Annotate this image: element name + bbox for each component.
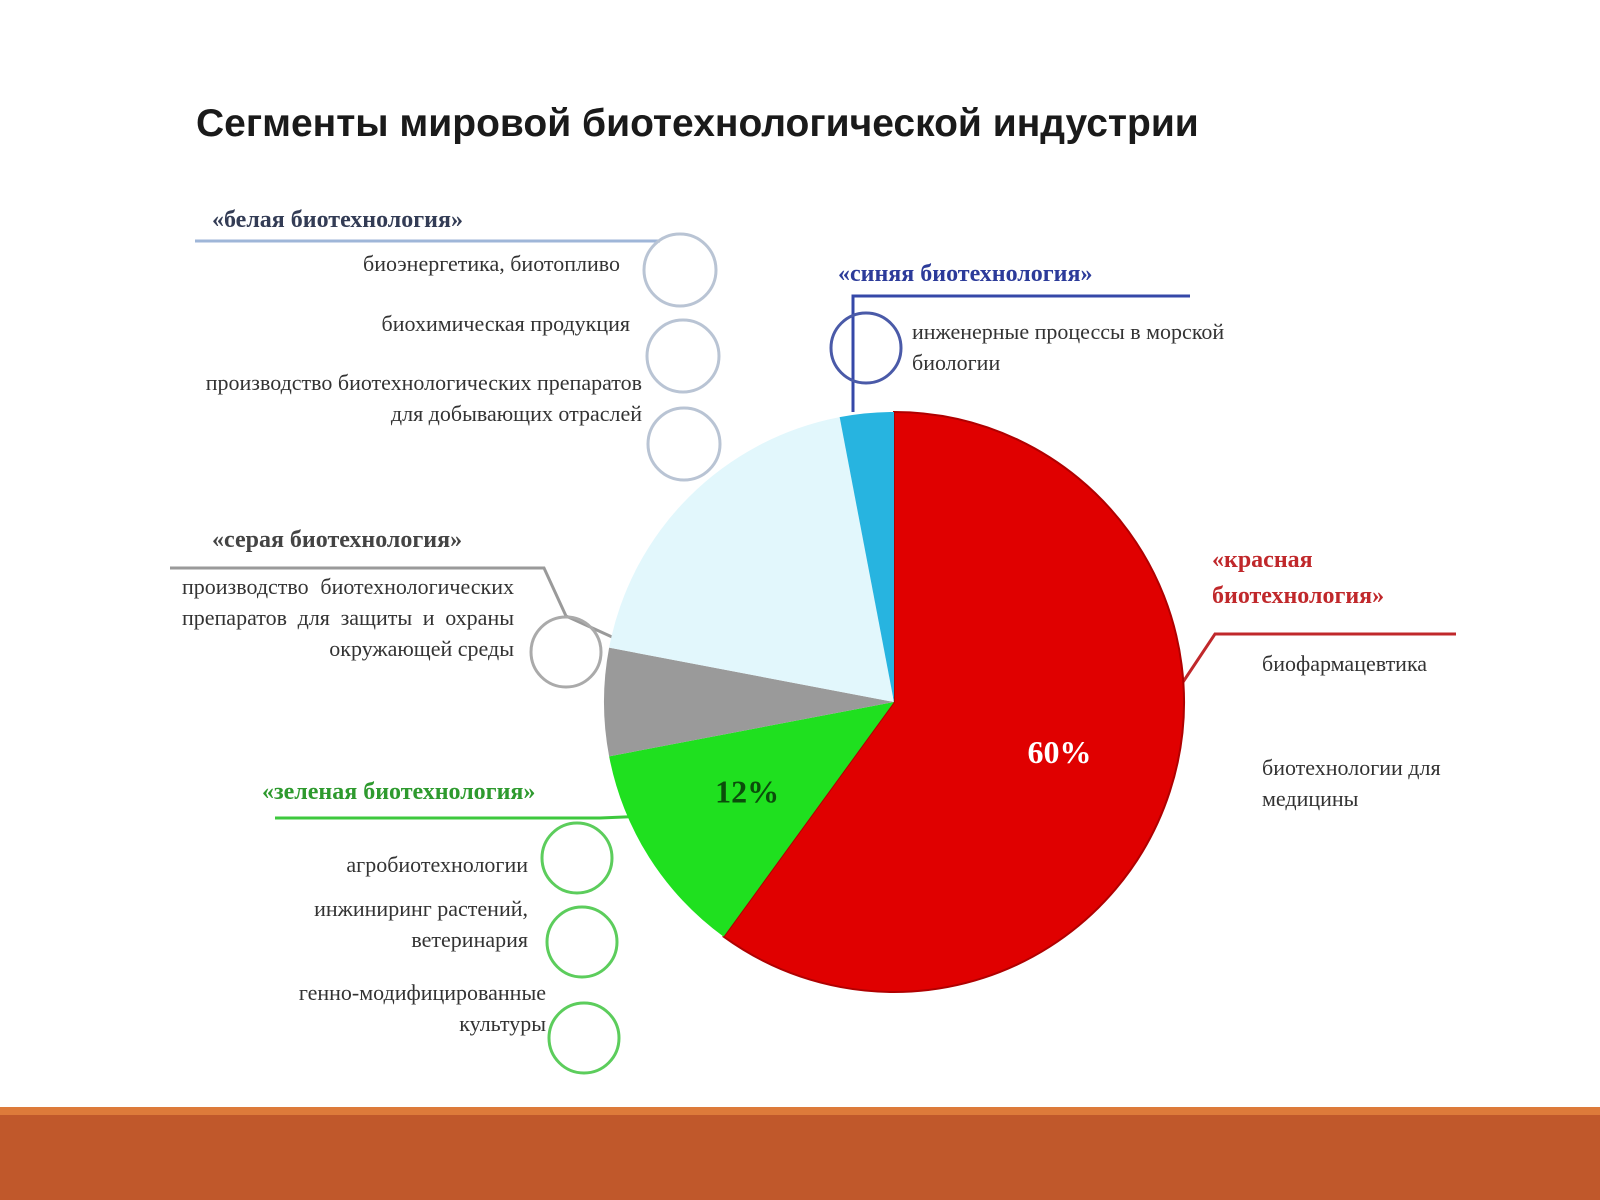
segment-title: «красная биотехнология» <box>1212 547 1385 609</box>
connector <box>170 566 646 654</box>
segment-title: «белая биотехнология» <box>212 207 463 233</box>
pie-slice <box>722 410 1185 993</box>
connector <box>851 294 1190 412</box>
bullet <box>540 821 614 895</box>
segment-item: инжиниринг растений, ветеринария <box>314 896 528 952</box>
bullet <box>642 232 718 308</box>
footer-stripe <box>0 1107 1600 1115</box>
bullet <box>645 318 721 394</box>
segment-title: «синяя биотехнология» <box>838 261 1093 287</box>
segment-item: биотехнологии для медицины <box>1262 755 1441 811</box>
bullet <box>646 406 722 482</box>
segment-item: агробиотехнологии <box>346 852 528 877</box>
segment-item: производство биотехнологических препарат… <box>182 574 514 661</box>
connector <box>275 814 649 820</box>
decor <box>170 232 1456 1075</box>
segment-item: производство биотехнологических препарат… <box>205 370 642 426</box>
pie-slice <box>609 702 894 937</box>
pie-slice <box>839 412 894 702</box>
segment-item: биохимическая продукция <box>381 311 630 336</box>
pie: 60% 12% <box>604 410 1185 993</box>
segment-item: биоэнергетика, биотопливо <box>363 251 620 276</box>
segment-item: генно-модифицированные культуры <box>298 980 546 1036</box>
pie-slice <box>604 647 894 757</box>
value-label: 12% <box>715 774 779 810</box>
pie-slice <box>609 417 894 702</box>
chart-title: Сегменты мировой биотехнологической инду… <box>196 102 1199 145</box>
value-label: 60% <box>1027 734 1091 770</box>
footer-band <box>0 1115 1600 1200</box>
segment-item: биофармацевтика <box>1262 651 1428 676</box>
bullet <box>529 615 603 689</box>
bullet <box>545 905 619 979</box>
bullet <box>829 311 903 385</box>
segment-title: «серая биотехнология» <box>212 527 463 553</box>
connector <box>1181 632 1456 683</box>
bullet <box>547 1001 621 1075</box>
segment-title: «зеленая биотехнология» <box>262 779 536 805</box>
segment-item: инженерные процессы в морской биологии <box>912 319 1225 375</box>
